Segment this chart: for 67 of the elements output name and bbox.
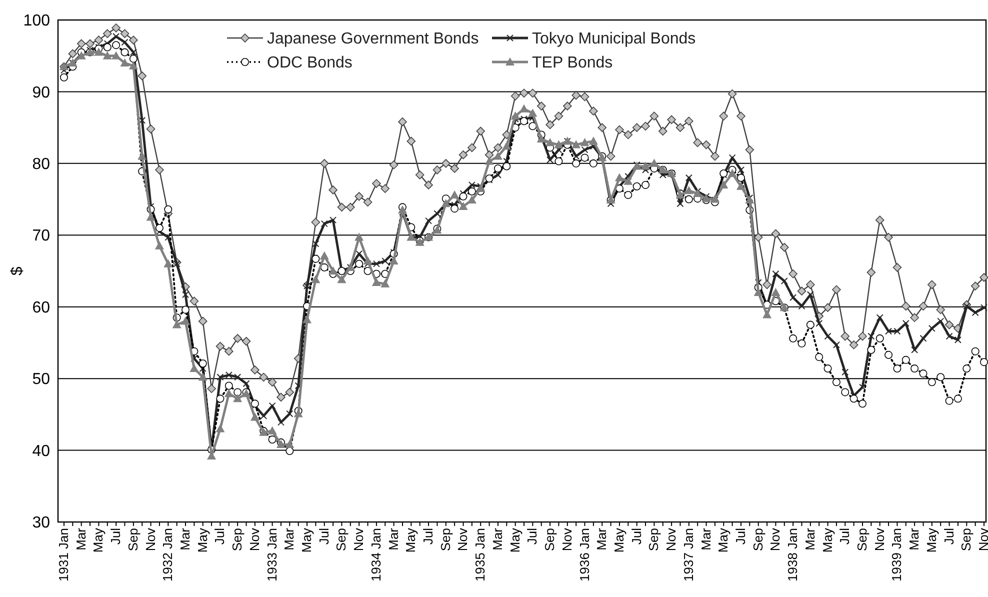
legend-label: ODC Bonds (267, 54, 352, 72)
x-tick-label: 1934 Jan (368, 528, 384, 582)
x-tick-label: Mar (802, 527, 818, 550)
legend-label: Tokyo Municipal Bonds (532, 30, 696, 48)
x-tick-label: May (299, 528, 314, 553)
x-tick-label: Jul (837, 528, 852, 545)
x-tick-label: Jul (732, 528, 748, 545)
legend-label: TEP Bonds (532, 54, 613, 72)
x-tick-label: Nov (246, 528, 262, 552)
y-tick-label: 40 (32, 442, 50, 460)
x-tick-label: Sep (438, 528, 453, 552)
y-tick-label: 30 (32, 514, 50, 532)
y-tick-label: 60 (32, 299, 50, 316)
x-tick-label: 1931 Jan (56, 528, 71, 582)
x-tick-label: 1935 Jan (472, 528, 488, 582)
x-tick-label: Mar (490, 527, 505, 550)
x-tick-label: Nov (872, 528, 887, 552)
x-tick-label: May (820, 528, 835, 553)
x-tick-label: 1938 Jan (785, 528, 800, 582)
x-tick-label: Mar (73, 527, 88, 550)
x-tick-label: Mar (698, 527, 714, 550)
x-tick-label: May (716, 528, 731, 553)
x-tick-label: Mar (906, 527, 922, 550)
x-tick-label: 1939 Jan (889, 528, 904, 582)
x-tick-label: May (611, 528, 626, 553)
y-tick-label: 90 (32, 84, 50, 102)
x-tick-label: Nov (976, 528, 988, 552)
x-tick-label: 1932 Jan (160, 528, 176, 582)
x-tick-label: 1933 Jan (264, 528, 280, 582)
x-tick-label: Nov (768, 528, 783, 552)
x-tick-label: 1937 Jan (680, 528, 696, 582)
y-tick-label: 80 (32, 156, 50, 174)
x-tick-label: Sep (854, 528, 870, 552)
x-tick-label: Sep (646, 528, 662, 552)
x-tick-label: May (507, 528, 522, 553)
y-tick-label: 50 (32, 371, 50, 388)
x-tick-label: Mar (282, 527, 297, 550)
x-tick-label: May (403, 528, 418, 553)
x-tick-label: Mar (386, 527, 401, 550)
y-tick-label: 70 (32, 228, 50, 245)
x-tick-label: Sep (334, 528, 349, 552)
x-tick-label: Nov (142, 528, 158, 552)
x-tick-label: Nov (664, 528, 679, 552)
x-tick-label: May (924, 528, 939, 553)
x-tick-label: Sep (230, 528, 245, 552)
x-tick-label: Nov (559, 528, 574, 552)
x-tick-label: Mar (594, 527, 610, 550)
x-tick-label: Sep (750, 528, 766, 552)
x-tick-label: Jul (212, 528, 228, 545)
x-tick-label: Jul (941, 528, 956, 545)
y-axis-title: $ (9, 266, 26, 276)
x-tick-label: Sep (958, 528, 974, 552)
x-tick-label: Nov (455, 528, 470, 552)
legend-label: Japanese Government Bonds (267, 30, 479, 48)
x-tick-label: Mar (178, 527, 193, 550)
x-tick-label: Jul (524, 528, 540, 545)
x-tick-label: Jul (420, 528, 436, 545)
x-tick-label: Jul (628, 528, 644, 545)
x-tick-label: May (194, 528, 210, 553)
x-tick-label: Sep (125, 528, 140, 552)
x-tick-label: Sep (542, 528, 558, 552)
x-tick-label: Nov (351, 528, 366, 552)
x-tick-label: 1936 Jan (576, 528, 592, 582)
y-tick-label: 100 (23, 12, 50, 30)
x-tick-label: Jul (316, 528, 332, 545)
x-tick-label: May (90, 528, 106, 553)
x-tick-label: Jul (108, 528, 124, 545)
